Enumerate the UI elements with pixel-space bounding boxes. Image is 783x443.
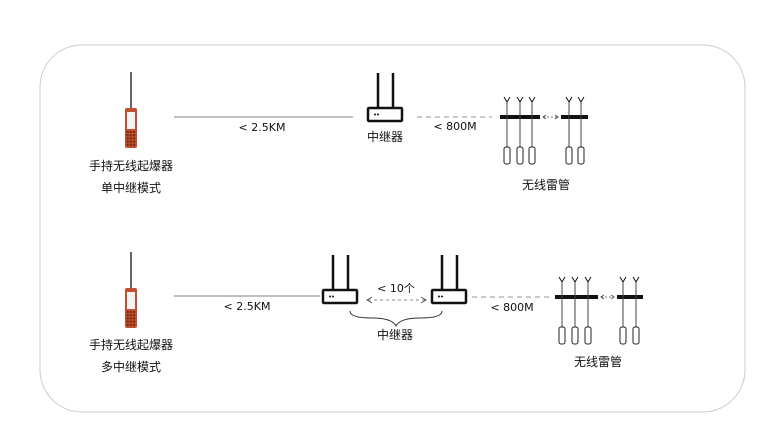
device-key xyxy=(129,314,132,317)
device-key xyxy=(129,143,132,146)
device-key xyxy=(126,137,129,140)
device-key xyxy=(132,323,136,326)
device-key xyxy=(132,143,136,146)
device-key xyxy=(132,320,136,323)
detonator-capsule xyxy=(584,326,592,345)
device-key xyxy=(126,140,129,143)
relay-box xyxy=(321,288,359,305)
relay-icon xyxy=(430,255,468,305)
antenna-icon xyxy=(528,96,536,103)
device-key xyxy=(126,143,129,146)
antenna-icon xyxy=(565,96,573,103)
device-key xyxy=(126,134,129,137)
relay-label: 中继器 xyxy=(377,327,413,342)
detonator-capsule xyxy=(571,326,579,345)
diagram-frame xyxy=(39,44,746,413)
device-key xyxy=(129,134,132,137)
distance-label: < 2.5KM xyxy=(224,300,271,313)
distance-label: < 2.5KM xyxy=(239,121,286,134)
handheld-detonator-icon xyxy=(125,252,137,328)
antenna-icon xyxy=(584,276,592,283)
antenna-icon xyxy=(503,96,511,103)
device-key xyxy=(126,314,129,317)
detonator-group xyxy=(555,276,643,345)
device-key xyxy=(129,140,132,143)
relay-count-label: < 10个 xyxy=(377,282,415,295)
antenna-icon xyxy=(558,276,566,283)
relay-led xyxy=(377,113,379,116)
antenna-icon xyxy=(619,276,627,283)
device-key xyxy=(129,137,132,140)
device-label: 手持无线起爆器 xyxy=(89,158,173,173)
device-key xyxy=(126,323,129,326)
multi-relay-mode: 手持无线起爆器 多中继模式 < 2.5KM < 10个 中继器 < 800M 无… xyxy=(89,252,643,374)
distance-label: < 800M xyxy=(433,120,476,133)
device-key xyxy=(126,320,129,323)
relay-box xyxy=(430,288,468,305)
device-key xyxy=(129,323,132,326)
relay-icon xyxy=(366,73,404,123)
device-key xyxy=(126,311,129,313)
mode-label: 多中继模式 xyxy=(101,359,161,374)
device-key xyxy=(132,317,136,320)
device-label: 手持无线起爆器 xyxy=(89,337,173,352)
detonator-label: 无线雷管 xyxy=(522,177,570,192)
device-key xyxy=(129,317,132,320)
relay-icon xyxy=(321,255,359,305)
device-key xyxy=(129,320,132,323)
device-key xyxy=(132,134,136,137)
relay-led xyxy=(441,295,443,298)
relay-led xyxy=(329,295,331,298)
distance-label: < 800M xyxy=(490,301,533,314)
arrow-heads xyxy=(600,294,615,300)
device-key xyxy=(129,311,132,313)
detonator-capsule xyxy=(528,146,536,165)
detonator-group xyxy=(500,96,588,165)
detonator-capsule xyxy=(503,146,511,165)
detonator-bus-bar xyxy=(555,295,598,299)
relay-led xyxy=(374,113,376,116)
antenna-icon xyxy=(516,96,524,103)
device-key xyxy=(132,314,136,317)
detonator-label: 无线雷管 xyxy=(574,354,622,369)
device-key xyxy=(126,131,129,133)
device-key xyxy=(132,311,136,313)
detonator-capsule xyxy=(565,146,573,165)
handheld-detonator-icon xyxy=(125,72,137,148)
device-key xyxy=(129,131,132,133)
detonator-capsule xyxy=(577,146,585,165)
single-relay-mode: 手持无线起爆器 单中继模式 < 2.5KM 中继器 < 800M 无线雷管 xyxy=(89,72,588,195)
antenna-icon xyxy=(577,96,585,103)
detonator-capsule xyxy=(516,146,524,165)
relay-box xyxy=(366,106,404,123)
device-key xyxy=(132,137,136,140)
antenna-icon xyxy=(571,276,579,283)
brace xyxy=(349,310,443,328)
device-key xyxy=(132,140,136,143)
detonator-capsule xyxy=(558,326,566,345)
device-screen xyxy=(127,292,135,309)
dashed-double-arrow xyxy=(366,296,427,304)
detonator-bus-bar xyxy=(617,295,643,299)
mode-label: 单中继模式 xyxy=(101,180,161,195)
device-key xyxy=(126,317,129,320)
relay-led xyxy=(332,295,334,298)
relay-label: 中继器 xyxy=(367,129,403,144)
device-screen xyxy=(127,112,135,129)
antenna-icon xyxy=(632,276,640,283)
arrow-heads xyxy=(542,114,559,120)
relay-led xyxy=(438,295,440,298)
detonator-bus-bar xyxy=(561,115,588,119)
detonator-capsule xyxy=(619,326,627,345)
device-key xyxy=(132,131,136,133)
detonator-capsule xyxy=(632,326,640,345)
